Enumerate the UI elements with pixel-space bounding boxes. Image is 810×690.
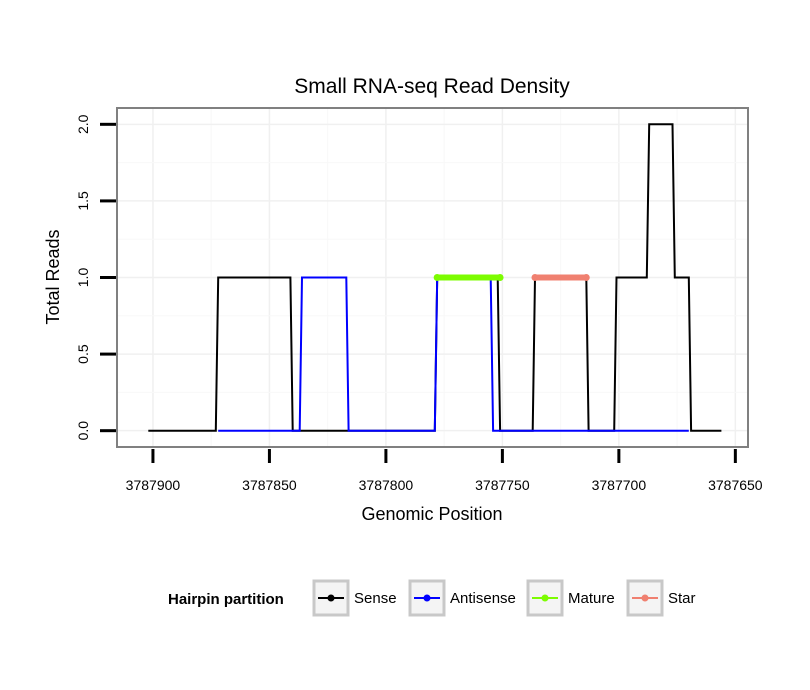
legend: Hairpin partition Sense Antisense Mature St…	[168, 579, 696, 617]
data-series	[148, 123, 722, 432]
legend-label-antisense: Antisense	[450, 590, 516, 607]
axes: 3787900 3787850 3787800 3787750 3787700 37876…	[75, 114, 763, 493]
y-tick-label: 0.0	[75, 421, 91, 441]
x-axis-label: Genomic Position	[361, 504, 502, 524]
legend-label-star: Star	[668, 590, 696, 607]
series-line-antisense	[218, 276, 689, 432]
series-point-star	[582, 274, 590, 281]
y-tick-label: 0.5	[75, 344, 91, 364]
plot-panel-border	[116, 107, 749, 448]
x-tick-label: 3787750	[475, 477, 530, 493]
x-tick-label: 3787650	[708, 477, 763, 493]
series-point-mature	[433, 274, 441, 281]
y-tick-label: 1.0	[75, 268, 91, 288]
legend-label-mature: Mature	[568, 590, 615, 607]
legend-title: Hairpin partition	[168, 591, 284, 608]
x-tick-label: 3787700	[592, 477, 647, 493]
legend-label-sense: Sense	[354, 590, 397, 607]
x-tick-label: 3787800	[359, 477, 414, 493]
x-tick-label: 3787850	[242, 477, 297, 493]
series-point-star	[531, 274, 539, 281]
x-tick-label: 3787900	[126, 477, 181, 493]
chart-title: Small RNA-seq Read Density	[294, 75, 570, 98]
series-point-mature	[496, 274, 504, 281]
y-tick-label: 2.0	[75, 114, 91, 134]
legend-key-point	[423, 594, 431, 602]
legend-key-point	[641, 594, 649, 602]
legend-key-point	[541, 594, 549, 602]
y-tick-label: 1.5	[75, 191, 91, 211]
legend-key-point	[327, 594, 335, 602]
y-axis-label: Total Reads	[43, 229, 63, 324]
